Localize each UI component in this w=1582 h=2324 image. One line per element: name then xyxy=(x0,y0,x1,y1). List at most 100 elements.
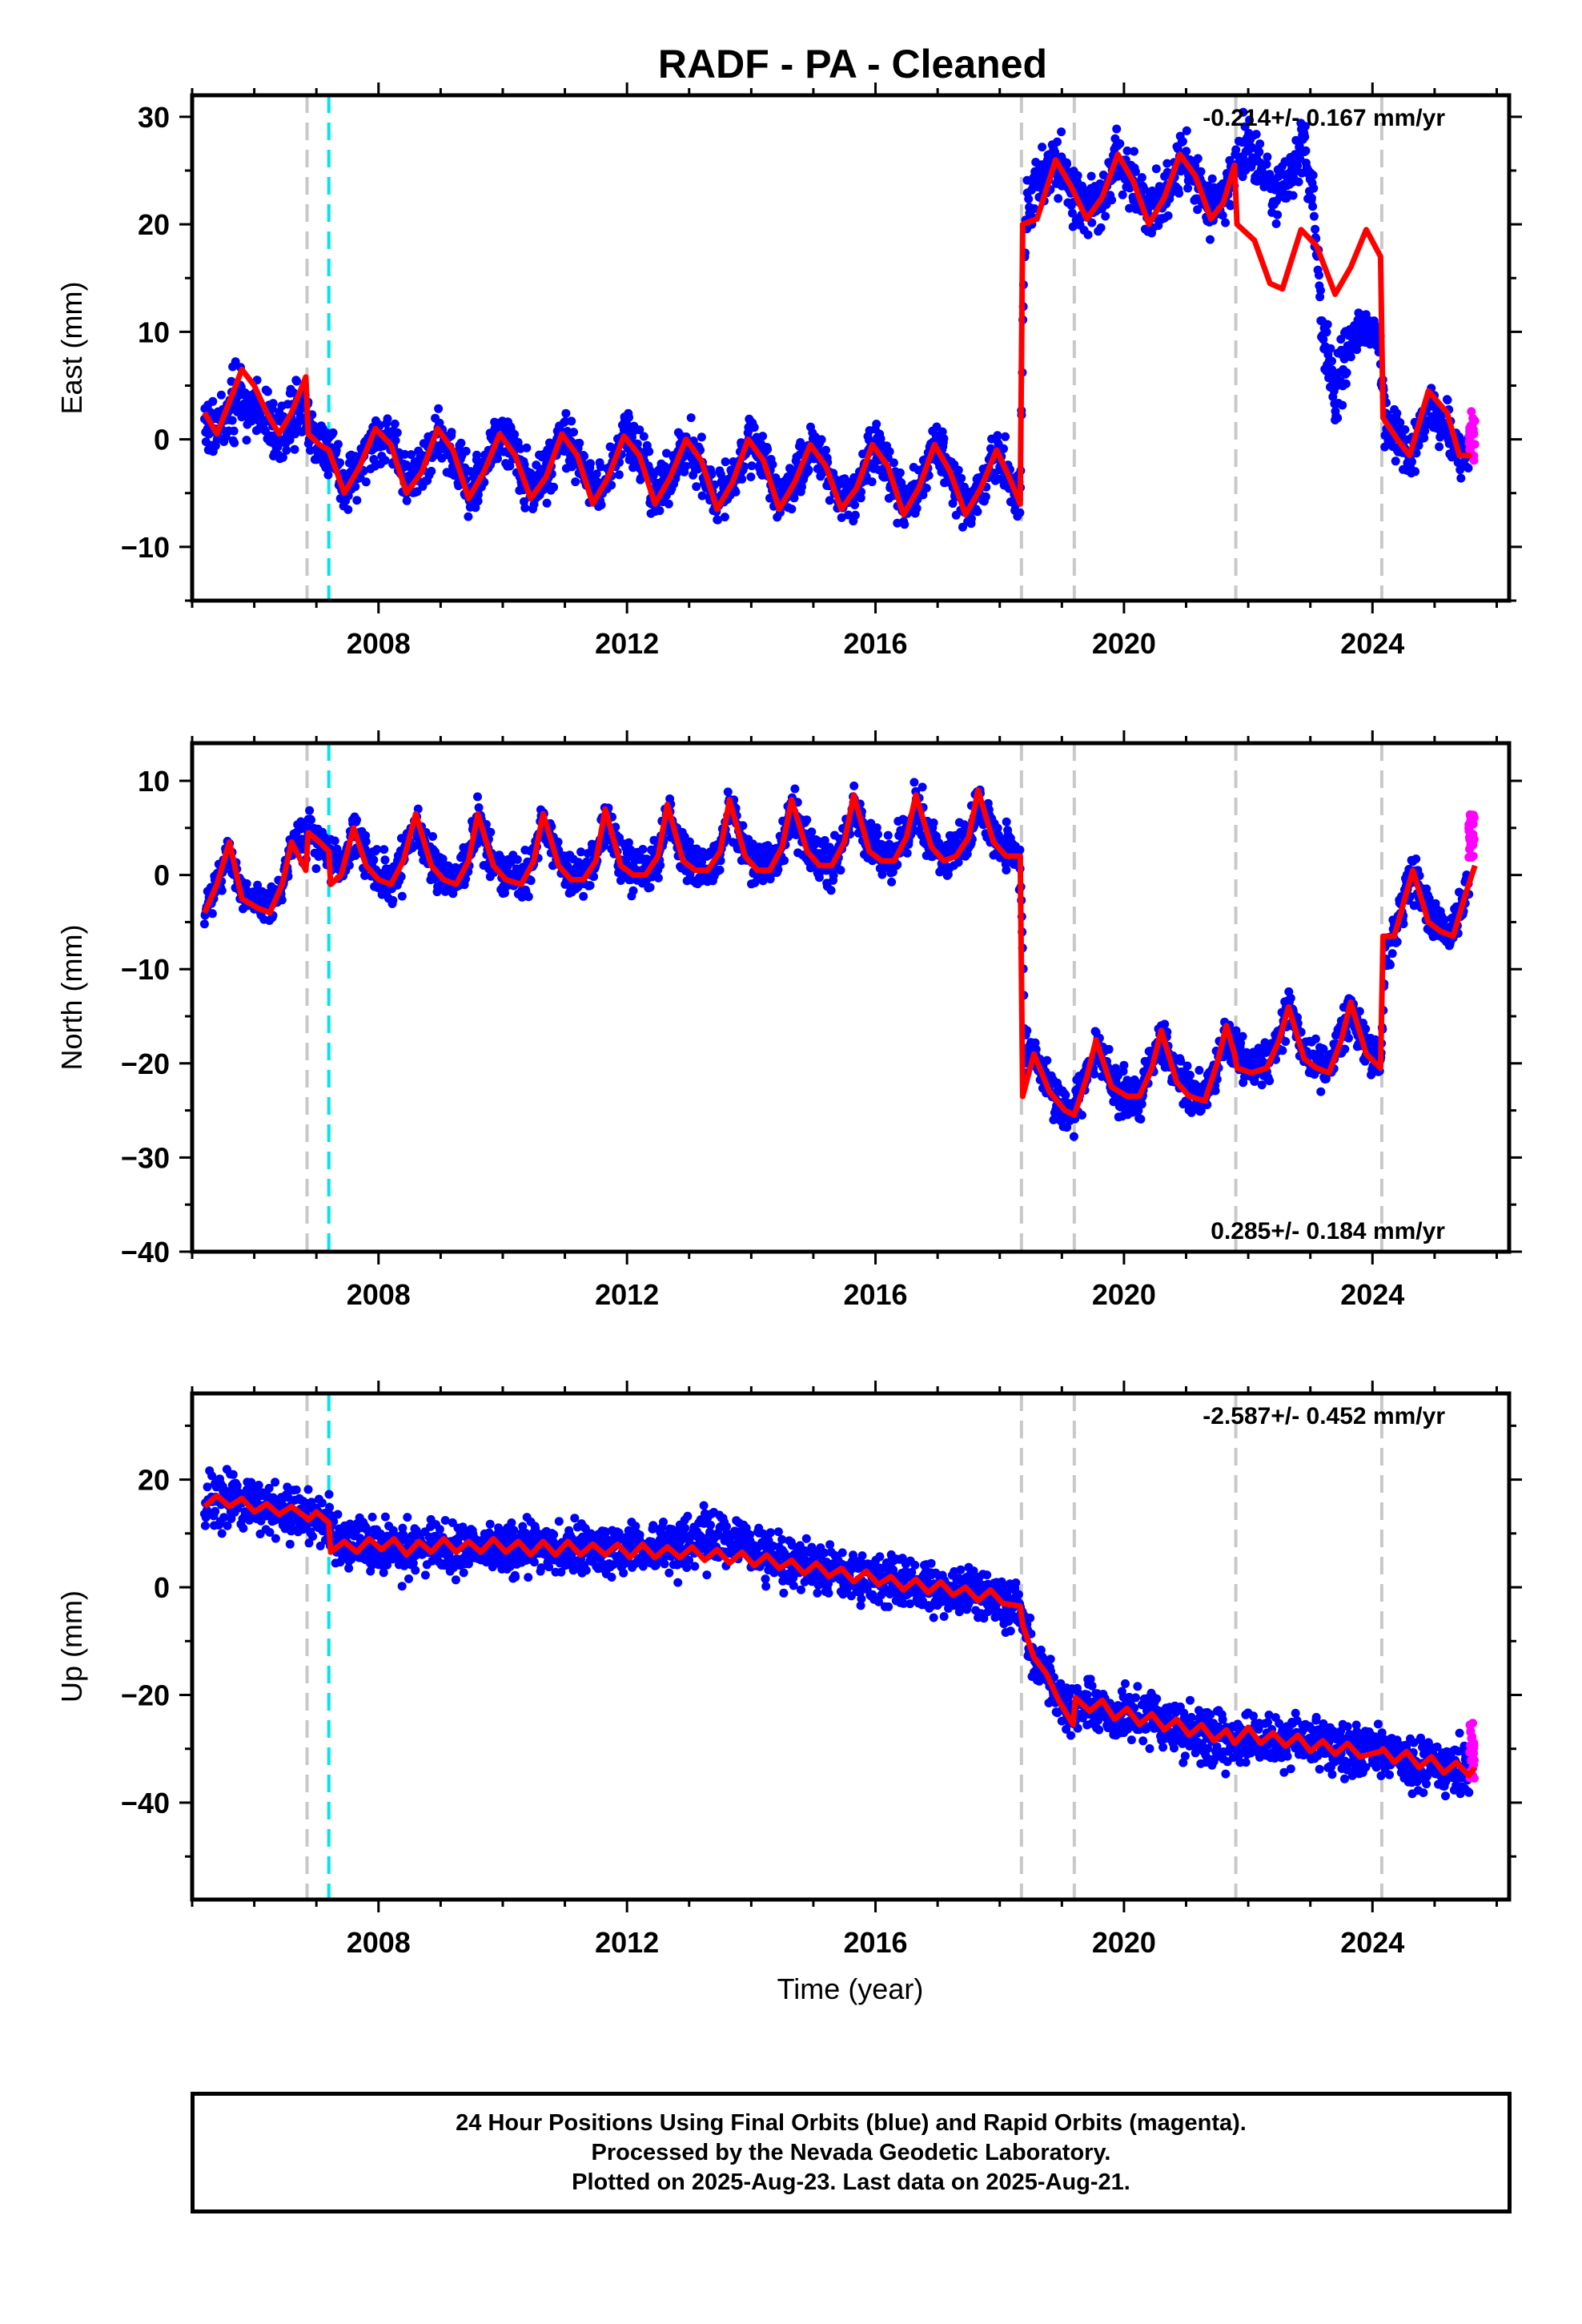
final-orbit-point xyxy=(335,458,345,468)
final-orbit-point xyxy=(902,848,912,858)
final-orbit-point xyxy=(1288,191,1298,200)
final-orbit-point xyxy=(589,872,599,882)
final-orbit-point xyxy=(1140,185,1149,195)
final-orbit-point xyxy=(763,444,773,454)
final-orbit-point xyxy=(448,889,458,899)
final-orbit-point xyxy=(1001,432,1010,441)
final-orbit-point xyxy=(549,482,559,492)
final-orbit-point xyxy=(872,420,881,428)
final-orbit-point xyxy=(885,447,894,456)
final-orbit-point xyxy=(199,919,209,929)
final-orbit-point xyxy=(1137,173,1146,183)
final-orbit-point xyxy=(575,438,584,448)
y-tick-label: 20 xyxy=(138,208,170,241)
final-orbit-point xyxy=(653,873,663,883)
final-orbit-point xyxy=(787,505,797,514)
final-orbit-point xyxy=(1322,328,1331,337)
rapid-orbit-point xyxy=(1467,407,1476,416)
final-orbit-point xyxy=(328,428,338,437)
final-orbit-point xyxy=(1122,146,1132,155)
final-orbit-point xyxy=(361,837,371,846)
final-orbit-point xyxy=(412,487,422,497)
final-orbit-point xyxy=(1211,1086,1220,1096)
final-orbit-point xyxy=(261,426,270,436)
final-orbit-point xyxy=(390,419,400,428)
final-orbit-point xyxy=(780,856,789,865)
final-orbit-point xyxy=(351,482,360,492)
final-orbit-point xyxy=(473,497,483,506)
final-orbit-point xyxy=(929,818,938,827)
final-orbit-point xyxy=(685,837,694,846)
final-orbit-point xyxy=(1395,418,1405,428)
final-orbit-point xyxy=(1090,1069,1099,1079)
x-tick-label: 2012 xyxy=(595,627,659,660)
final-orbit-point xyxy=(1255,139,1265,149)
final-orbit-point xyxy=(614,470,624,480)
final-orbit-point xyxy=(1231,1026,1241,1035)
final-orbit-point xyxy=(749,423,759,432)
final-orbit-point xyxy=(664,499,673,509)
final-orbit-point xyxy=(1137,1100,1146,1109)
final-orbit-point xyxy=(505,461,515,471)
final-orbit-point xyxy=(1257,1080,1267,1090)
final-orbit-point xyxy=(1238,1031,1247,1041)
final-orbit-point xyxy=(307,815,315,825)
final-orbit-point xyxy=(682,876,692,886)
final-orbit-point xyxy=(644,447,654,456)
final-orbit-point xyxy=(1308,202,1318,211)
final-orbit-point xyxy=(1174,188,1184,198)
final-orbit-point xyxy=(311,864,321,874)
final-orbit-point xyxy=(352,815,361,825)
final-orbit-point xyxy=(1236,1039,1246,1048)
final-orbit-point xyxy=(360,870,370,880)
final-orbit-point xyxy=(1109,1097,1118,1107)
plot-frame xyxy=(190,93,1512,603)
final-orbit-point xyxy=(909,778,919,787)
final-orbit-point xyxy=(681,461,690,471)
final-orbit-point xyxy=(592,469,601,479)
final-orbit-points xyxy=(200,107,1480,532)
final-orbit-point xyxy=(1309,183,1319,193)
final-orbit-point xyxy=(1226,201,1235,211)
final-orbit-point xyxy=(1151,164,1161,174)
final-orbit-point xyxy=(580,452,589,461)
final-orbit-point xyxy=(306,445,315,455)
final-orbit-point xyxy=(579,891,588,901)
final-orbit-point xyxy=(1308,171,1318,180)
final-orbit-point xyxy=(1002,866,1011,875)
final-orbit-point xyxy=(1196,167,1206,176)
final-orbit-point xyxy=(1301,146,1311,155)
final-orbit-point xyxy=(1193,205,1203,215)
final-orbit-point xyxy=(461,875,471,884)
final-orbit-point xyxy=(1015,508,1025,517)
final-orbit-point xyxy=(282,445,291,455)
final-orbit-point xyxy=(510,429,520,439)
final-orbit-point xyxy=(796,438,805,447)
final-orbit-point xyxy=(797,482,806,492)
x-tick-label: 2020 xyxy=(1092,627,1156,660)
chart-title: RADF - PA - Cleaned xyxy=(658,42,1047,86)
final-orbit-point xyxy=(1240,122,1250,131)
final-orbit-point xyxy=(1281,1037,1291,1046)
final-orbit-point xyxy=(1265,1076,1275,1086)
final-orbit-point xyxy=(814,873,824,883)
final-orbit-point xyxy=(1030,204,1039,213)
final-orbit-point xyxy=(434,404,444,413)
final-orbit-point xyxy=(686,413,696,423)
final-orbit-point xyxy=(1068,222,1078,231)
final-orbit-point xyxy=(1251,130,1261,139)
final-orbit-point xyxy=(967,514,976,524)
final-orbit-point xyxy=(1293,161,1303,171)
final-orbit-point xyxy=(973,507,982,517)
final-orbit-point xyxy=(1309,211,1319,221)
final-orbit-point xyxy=(1326,344,1335,353)
panel-1: 2008 2012 2016 2020 2024−40−30−20−10010North… xyxy=(55,730,1522,1311)
final-orbit-point xyxy=(1407,457,1416,467)
final-orbit-point xyxy=(1069,1132,1078,1141)
rapid-orbit-point xyxy=(1468,413,1478,423)
final-orbit-point xyxy=(292,376,302,386)
y-tick-label: 10 xyxy=(138,316,170,348)
final-orbit-point xyxy=(873,830,882,839)
final-orbit-point xyxy=(1352,345,1362,355)
